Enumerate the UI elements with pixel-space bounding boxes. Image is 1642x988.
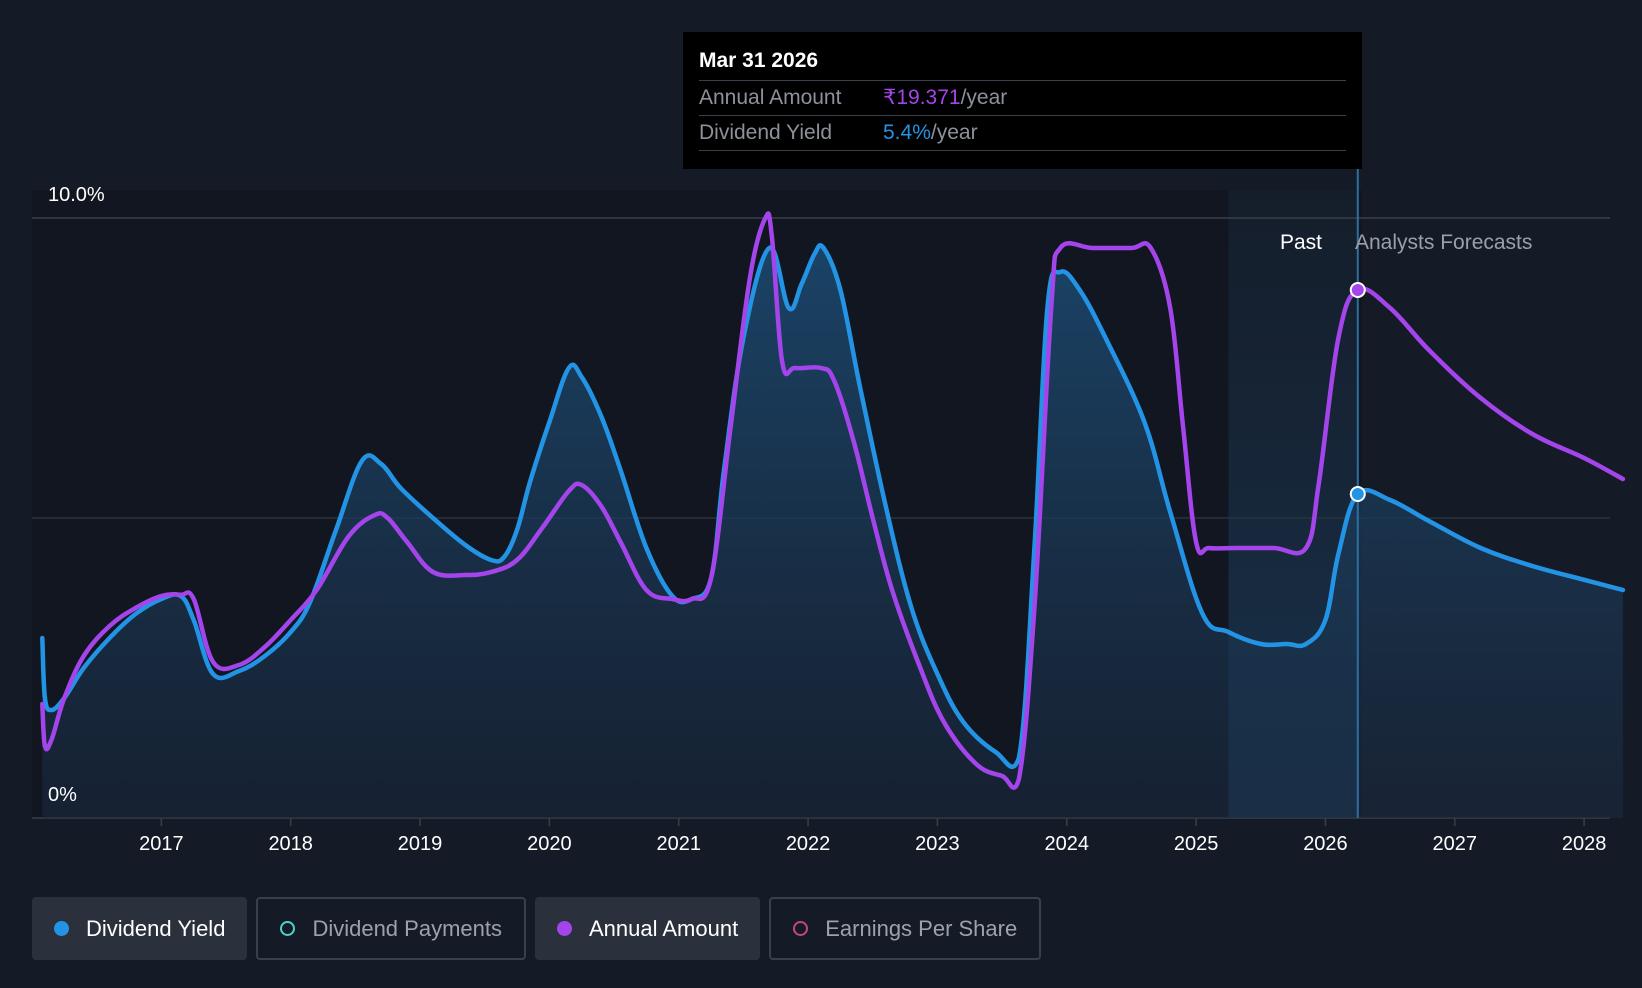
legend-earnings-per-share[interactable]: Earnings Per Share [769,897,1042,960]
legend: Dividend Yield Dividend Payments Annual … [32,897,1042,960]
dividend-yield-area [42,245,1623,819]
x-tick-label: 2019 [398,833,443,855]
x-tick-label: 2020 [527,833,572,855]
tooltip: Mar 31 2026 Annual Amount ₹19.371 /year … [683,32,1362,169]
hollow-dot-icon [793,921,809,936]
y-label-top: 10.0% [48,184,105,206]
x-tick-label: 2021 [656,833,701,855]
legend-dividend-yield[interactable]: Dividend Yield [32,897,248,960]
series-layer [40,211,1626,819]
x-tick-label: 2022 [786,833,831,855]
annual-amount-line [40,211,1626,790]
y-label-bottom: 0% [48,784,77,806]
x-tick-label: 2018 [268,833,313,855]
legend-label: Earnings Per Share [825,915,1018,941]
legend-annual-amount[interactable]: Annual Amount [534,897,761,960]
dividend-yield-marker [1349,486,1366,502]
legend-dividend-payments[interactable]: Dividend Payments [256,897,526,960]
legend-label: Dividend Yield [86,915,226,941]
x-tick-label: 2026 [1303,833,1348,855]
x-tick-label: 2024 [1045,833,1090,855]
tooltip-date: Mar 31 2026 [699,46,1346,81]
tooltip-value: ₹19.371 [883,86,961,109]
x-tick-label: 2017 [139,833,184,855]
forecast-label: Analysts Forecasts [1355,231,1532,254]
dividend-yield-line [40,243,1626,769]
tooltip-row-annual-amount: Annual Amount ₹19.371 /year [699,81,1346,116]
tooltip-label: Annual Amount [699,86,842,109]
past-label: Past [1280,231,1322,254]
tooltip-row-dividend-yield: Dividend Yield 5.4% /year [699,116,1346,151]
annual-amount-marker [1349,282,1366,298]
x-tick-label: 2025 [1174,833,1219,855]
legend-label: Annual Amount [588,915,739,941]
x-tick-label: 2027 [1433,833,1478,855]
tooltip-unit: /year [930,121,978,144]
hollow-dot-icon [280,921,296,936]
filled-dot-icon [556,921,572,936]
x-axis-ticks: 2017 2018 2019 2020 2021 2022 2023 2024 2025 2026… [139,818,1606,855]
tooltip-label: Dividend Yield [699,121,833,144]
x-tick-label: 2028 [1562,833,1607,855]
tooltip-unit: /year [960,86,1008,109]
filled-dot-icon [54,921,69,936]
legend-label: Dividend Payments [312,915,502,941]
x-tick-label: 2023 [915,833,960,855]
tooltip-value: 5.4% [883,121,931,144]
hover-markers [1349,282,1366,502]
